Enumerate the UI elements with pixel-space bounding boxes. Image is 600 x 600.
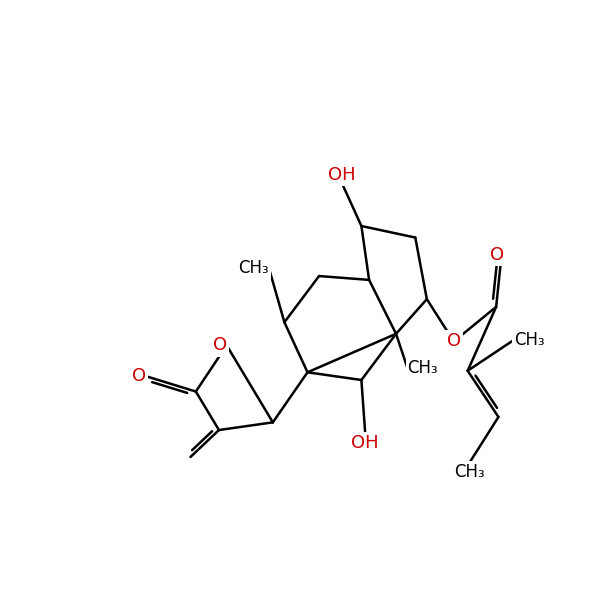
Text: CH₃: CH₃ — [238, 259, 269, 277]
Text: OH: OH — [328, 166, 356, 184]
Text: O: O — [131, 367, 146, 385]
Text: OH: OH — [352, 434, 379, 452]
Text: CH₃: CH₃ — [407, 359, 438, 377]
Text: O: O — [447, 332, 461, 350]
Text: CH₃: CH₃ — [514, 331, 544, 349]
Text: O: O — [212, 337, 227, 355]
Text: O: O — [490, 246, 505, 264]
Text: CH₃: CH₃ — [454, 463, 485, 481]
